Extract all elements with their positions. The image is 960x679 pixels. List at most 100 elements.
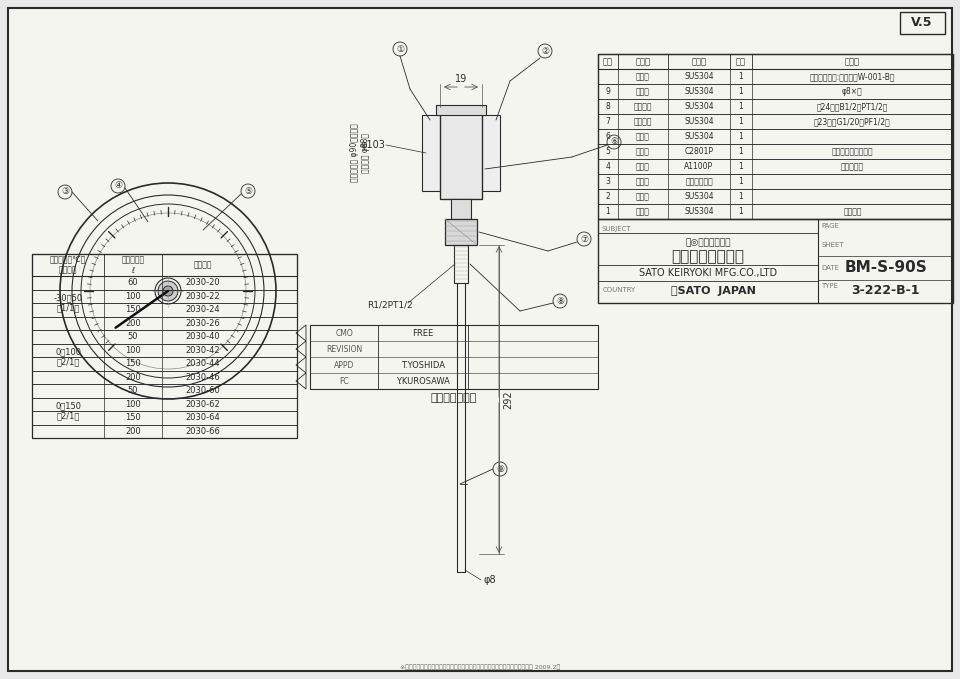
Text: APPD: APPD	[334, 361, 354, 369]
Text: 292: 292	[503, 390, 513, 409]
Text: ㎜SATO  JAPAN: ㎜SATO JAPAN	[671, 286, 756, 296]
Text: TYPE: TYPE	[821, 283, 838, 289]
Text: 保護管: 保護管	[636, 72, 650, 81]
Text: 目盛板: 目盛板	[636, 162, 650, 171]
Text: 訂　正　事　項: 訂 正 事 項	[431, 393, 477, 403]
Text: Y.KUROSAWA: Y.KUROSAWA	[396, 376, 450, 386]
Text: 2030-20: 2030-20	[185, 278, 220, 287]
Text: 1: 1	[738, 207, 743, 216]
Text: 9: 9	[606, 87, 611, 96]
Text: 200: 200	[125, 318, 141, 328]
Text: FC: FC	[339, 376, 348, 386]
Text: フ　タ: フ タ	[636, 207, 650, 216]
Text: 2030-22: 2030-22	[185, 292, 220, 301]
Bar	[598, 174, 953, 189]
Bar	[32, 411, 297, 424]
Text: 150: 150	[125, 414, 141, 422]
Bar	[32, 254, 297, 276]
Bar	[32, 424, 297, 438]
Text: 2030-62: 2030-62	[185, 400, 221, 409]
Text: 3-222-B-1: 3-222-B-1	[852, 284, 920, 297]
Bar	[32, 384, 297, 397]
Text: SUS304: SUS304	[684, 87, 714, 96]
Text: T.YOSHIDA: T.YOSHIDA	[401, 361, 445, 369]
Text: ⑦: ⑦	[580, 234, 588, 244]
Bar	[32, 397, 297, 411]
Bar	[598, 114, 953, 129]
Text: 材　質: 材 質	[691, 57, 707, 66]
Text: （オプション:図面番号W-001-B）: （オプション:図面番号W-001-B）	[809, 72, 896, 81]
Text: 0～100
（2/1）: 0～100 （2/1）	[55, 347, 81, 367]
Text: 50: 50	[128, 332, 138, 342]
Text: 1: 1	[738, 72, 743, 81]
Text: 100: 100	[125, 346, 141, 354]
Text: ⑥: ⑥	[610, 138, 618, 147]
Text: 個数: 個数	[736, 57, 746, 66]
Bar	[598, 144, 953, 159]
Text: ②: ②	[540, 46, 549, 56]
Text: 2030-44: 2030-44	[185, 359, 220, 368]
Text: 60: 60	[128, 278, 138, 287]
Text: 2030-46: 2030-46	[185, 373, 221, 382]
Text: 透明板: 透明板	[636, 177, 650, 186]
Text: 1: 1	[738, 87, 743, 96]
Text: 2030-60: 2030-60	[185, 386, 221, 395]
Text: 黒　色　先端部橙色: 黒 色 先端部橙色	[831, 147, 874, 156]
Text: バフ研磨: バフ研磨	[843, 207, 862, 216]
Circle shape	[158, 281, 178, 301]
Bar	[598, 54, 953, 219]
Text: 2030-24: 2030-24	[185, 306, 220, 314]
Text: 19: 19	[455, 74, 468, 84]
Text: A1100P: A1100P	[684, 162, 713, 171]
Text: SHEET: SHEET	[821, 242, 844, 248]
Text: 200: 200	[125, 373, 141, 382]
Bar	[32, 371, 297, 384]
Text: 品　名: 品 名	[636, 57, 651, 66]
Text: 1: 1	[738, 192, 743, 201]
Bar	[598, 129, 953, 144]
Text: 1: 1	[738, 162, 743, 171]
Text: 1: 1	[738, 177, 743, 186]
Text: ⑨: ⑨	[496, 464, 504, 473]
Text: 目盛範囲（℃）
（刻度）: 目盛範囲（℃） （刻度）	[50, 255, 86, 275]
Text: 指　針: 指 針	[636, 147, 650, 156]
Bar	[598, 219, 953, 303]
Text: 普通板ガラス: 普通板ガラス	[685, 177, 713, 186]
Bar	[598, 54, 953, 69]
Text: SUS304: SUS304	[684, 207, 714, 216]
Text: 150: 150	[125, 359, 141, 368]
Text: 製品番号: 製品番号	[194, 261, 212, 270]
Bar	[440, 107, 482, 199]
Bar	[598, 204, 953, 219]
Text: 1: 1	[738, 147, 743, 156]
Text: CMO: CMO	[335, 329, 353, 337]
Text: FREE: FREE	[413, 329, 434, 337]
Text: SATO KEIRYOKI MFG.CO.,LTD: SATO KEIRYOKI MFG.CO.,LTD	[639, 268, 777, 278]
Text: COUNTRY: COUNTRY	[603, 287, 636, 293]
Text: 150: 150	[125, 306, 141, 314]
Text: 1: 1	[738, 102, 743, 111]
Text: φ8×２: φ8×２	[842, 87, 863, 96]
Text: 2: 2	[606, 192, 611, 201]
Text: 平23六角G1/20（PF1/2）: 平23六角G1/20（PF1/2）	[814, 117, 891, 126]
Bar	[310, 325, 598, 389]
Text: 7: 7	[606, 117, 611, 126]
Text: 2030-40: 2030-40	[185, 332, 220, 342]
Text: ⑧: ⑧	[556, 297, 564, 306]
Text: C2801P: C2801P	[684, 147, 713, 156]
Text: ①: ①	[396, 45, 404, 54]
Text: V.5: V.5	[911, 16, 933, 29]
Text: 番号: 番号	[603, 57, 613, 66]
Text: 6: 6	[606, 132, 611, 141]
Text: ⑤: ⑤	[244, 187, 252, 196]
Text: 0～150
（2/1）: 0～150 （2/1）	[55, 401, 81, 421]
Bar	[900, 12, 945, 34]
Text: 8: 8	[606, 102, 611, 111]
Bar	[32, 289, 297, 303]
Text: SUS304: SUS304	[684, 102, 714, 111]
Text: φ103: φ103	[360, 140, 385, 150]
Text: ダイヤル径 φ90（標準）
（可能径 φ88）: ダイヤル径 φ90（標準） （可能径 φ88）	[350, 124, 370, 183]
Text: SUS304: SUS304	[684, 72, 714, 81]
Text: ケース: ケース	[636, 192, 650, 201]
Text: 1: 1	[738, 132, 743, 141]
